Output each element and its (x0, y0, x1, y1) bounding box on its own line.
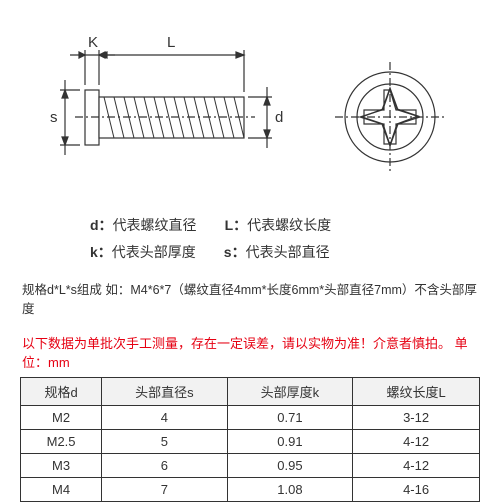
diagram-svg: K L s d (20, 20, 480, 200)
label-s: s (50, 109, 58, 126)
legend-s: s：代表头部直径 (224, 239, 330, 266)
legend-d: d：代表螺纹直径 (90, 212, 197, 239)
table-row: M3 6 0.95 4-12 (21, 454, 480, 478)
col-spec: 规格d (21, 378, 102, 406)
table-row: M2 4 0.71 3-12 (21, 406, 480, 430)
col-len-l: 螺纹长度L (353, 378, 480, 406)
spec-table: 规格d 头部直径s 头部厚度k 螺纹长度L M2 4 0.71 3-12 M2.… (20, 377, 480, 502)
legend-L: L：代表螺纹长度 (225, 212, 332, 239)
format-note: 规格d*L*s组成 如：M4*6*7（螺纹直径4mm*长度6mm*头部直径7mm… (22, 279, 480, 317)
table-row: M4 7 1.08 4-16 (21, 478, 480, 502)
label-d: d (275, 109, 283, 126)
warning-note: 以下数据为单批次手工测量，存在一定误差，请以实物为准！介意者慎拍。 单位：mm (22, 333, 480, 371)
label-l: L (167, 34, 175, 51)
table-header-row: 规格d 头部直径s 头部厚度k 螺纹长度L (21, 378, 480, 406)
col-head-k: 头部厚度k (227, 378, 353, 406)
legend: d：代表螺纹直径 L：代表螺纹长度 k：代表头部厚度 s：代表头部直径 (90, 212, 480, 265)
label-k: K (88, 34, 98, 51)
table-row: M2.5 5 0.91 4-12 (21, 430, 480, 454)
legend-k: k：代表头部厚度 (90, 239, 196, 266)
col-head-s: 头部直径s (102, 378, 228, 406)
screw-diagram: K L s d (20, 20, 480, 200)
